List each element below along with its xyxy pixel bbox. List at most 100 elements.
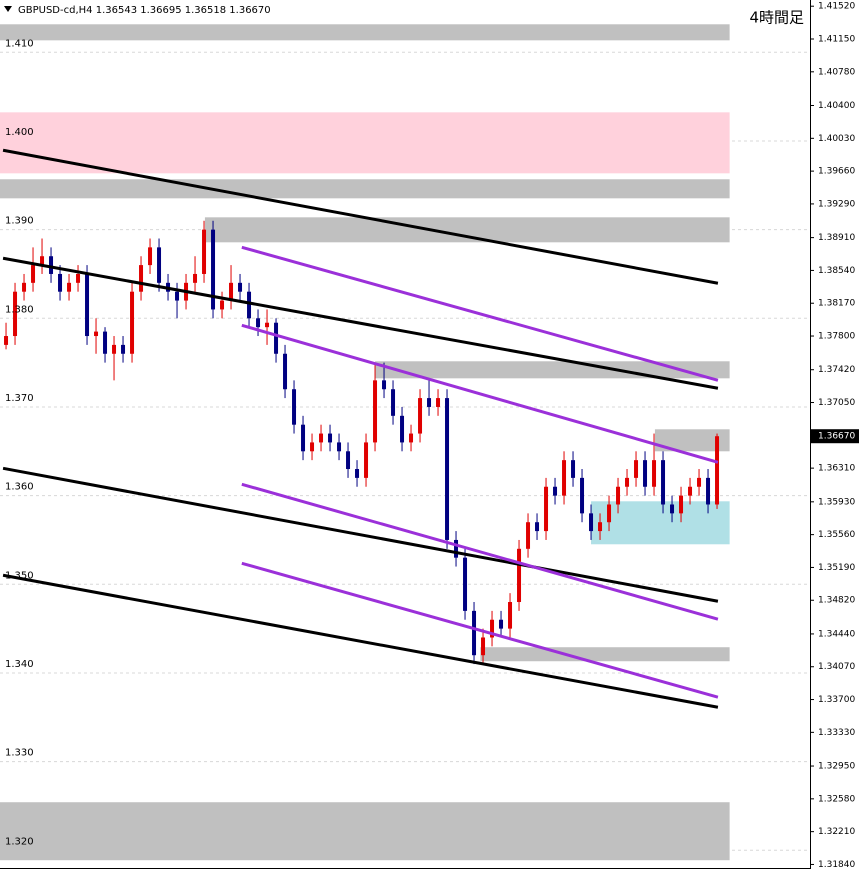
candle-body <box>589 513 594 532</box>
trendline <box>2 148 719 285</box>
y2-tick-label: 1.34820 <box>818 596 855 606</box>
candle-body <box>211 229 216 310</box>
trendline <box>2 466 719 603</box>
y2-tick-label: 1.32580 <box>818 794 855 804</box>
y2-tick-label: 1.39290 <box>818 199 855 209</box>
candle-body <box>571 460 576 478</box>
zone <box>0 112 730 174</box>
y2-tick-label: 1.35560 <box>818 530 855 540</box>
y2-tick-label: 1.40400 <box>818 101 855 111</box>
y2-tick-label: 1.35930 <box>818 497 855 507</box>
y2-tick-label: 1.35190 <box>818 563 855 573</box>
y-tick-label: 1.370 <box>5 393 34 404</box>
candle-body <box>256 318 261 328</box>
candle-body <box>49 256 54 274</box>
trendline <box>241 245 719 382</box>
candle-body <box>292 389 297 425</box>
candle-body <box>274 322 279 354</box>
timeframe-label: 4時間足 <box>749 9 804 27</box>
y2-tick-label: 1.37050 <box>818 398 855 408</box>
y2-tick-label: 1.38540 <box>818 266 855 276</box>
candle-body <box>445 398 450 540</box>
candle-body <box>13 291 18 337</box>
candle-body <box>634 460 639 478</box>
candle-body <box>679 495 684 514</box>
candle-body <box>112 344 117 354</box>
chart-title: GBPUSD-cd,H4 1.36543 1.36695 1.36518 1.3… <box>18 5 271 16</box>
y2-tick-label: 1.39660 <box>818 167 855 177</box>
candle-body <box>265 322 270 328</box>
candle-body <box>121 344 126 354</box>
candle-body <box>499 619 504 629</box>
current-price-label: 1.36670 <box>818 432 855 442</box>
candle-body <box>553 486 558 496</box>
trendline <box>2 256 719 390</box>
candle-body <box>436 398 441 407</box>
candle-body <box>517 548 522 603</box>
candle-body <box>427 398 432 407</box>
y2-tick-label: 1.40780 <box>818 67 855 77</box>
y2-tick-label: 1.33700 <box>818 695 855 705</box>
y-tick-label: 1.390 <box>5 216 34 227</box>
candle-body <box>139 265 144 292</box>
y2-tick-label: 1.34440 <box>818 629 855 639</box>
candle-body <box>103 331 108 354</box>
zone <box>0 802 730 861</box>
y2-tick-label: 1.41520 <box>818 2 855 12</box>
candle-body <box>697 477 702 487</box>
candle-body <box>94 331 99 337</box>
y2-tick-label: 1.37420 <box>818 365 855 375</box>
y-tick-label: 1.320 <box>5 836 34 847</box>
trendline <box>2 573 719 709</box>
trendline <box>241 482 719 621</box>
zone <box>480 647 730 662</box>
y-tick-label: 1.380 <box>5 304 34 315</box>
y2-tick-label: 1.34070 <box>818 662 855 672</box>
candle-body <box>319 433 324 443</box>
candle-body <box>625 477 630 487</box>
candle-body <box>355 469 360 478</box>
y-tick-label: 1.330 <box>5 748 34 759</box>
candle-body <box>706 477 711 505</box>
trendline <box>241 323 719 464</box>
y2-tick-label: 1.41150 <box>818 35 855 45</box>
y-tick-label: 1.350 <box>5 570 34 581</box>
candle-body <box>643 460 648 487</box>
candle-body <box>220 300 225 310</box>
candle-body <box>508 602 513 629</box>
y2-tick-label: 1.32210 <box>818 827 855 837</box>
candle-body <box>202 229 207 274</box>
candle-body <box>283 353 288 390</box>
candle-body <box>391 389 396 416</box>
candle-body <box>670 504 675 514</box>
zone <box>0 179 730 199</box>
candle-body <box>463 557 468 611</box>
candle-body <box>157 247 162 283</box>
candle-body <box>652 460 657 487</box>
y-tick-label: 1.340 <box>5 659 34 670</box>
candle-body <box>562 460 567 496</box>
candle-body <box>418 398 423 434</box>
candle-body <box>544 486 549 532</box>
candle-body <box>130 291 135 354</box>
zone <box>204 217 730 243</box>
y-tick-label: 1.400 <box>5 127 34 138</box>
candle-body <box>58 273 63 292</box>
candle-body <box>598 522 603 532</box>
menu-icon[interactable] <box>4 6 12 12</box>
y2-tick-label: 1.38170 <box>818 299 855 309</box>
candle-body <box>382 380 387 390</box>
candle-body <box>400 415 405 443</box>
candle-body <box>310 442 315 452</box>
candle-body <box>67 282 72 292</box>
candle-body <box>481 637 486 656</box>
candle-body <box>229 282 234 301</box>
candle-body <box>454 539 459 558</box>
candle-body <box>238 282 243 292</box>
candle-body <box>535 522 540 532</box>
y2-tick-label: 1.38910 <box>818 233 855 243</box>
y2-tick-label: 1.37800 <box>818 332 855 342</box>
candle-body <box>346 451 351 470</box>
zone <box>654 429 730 452</box>
